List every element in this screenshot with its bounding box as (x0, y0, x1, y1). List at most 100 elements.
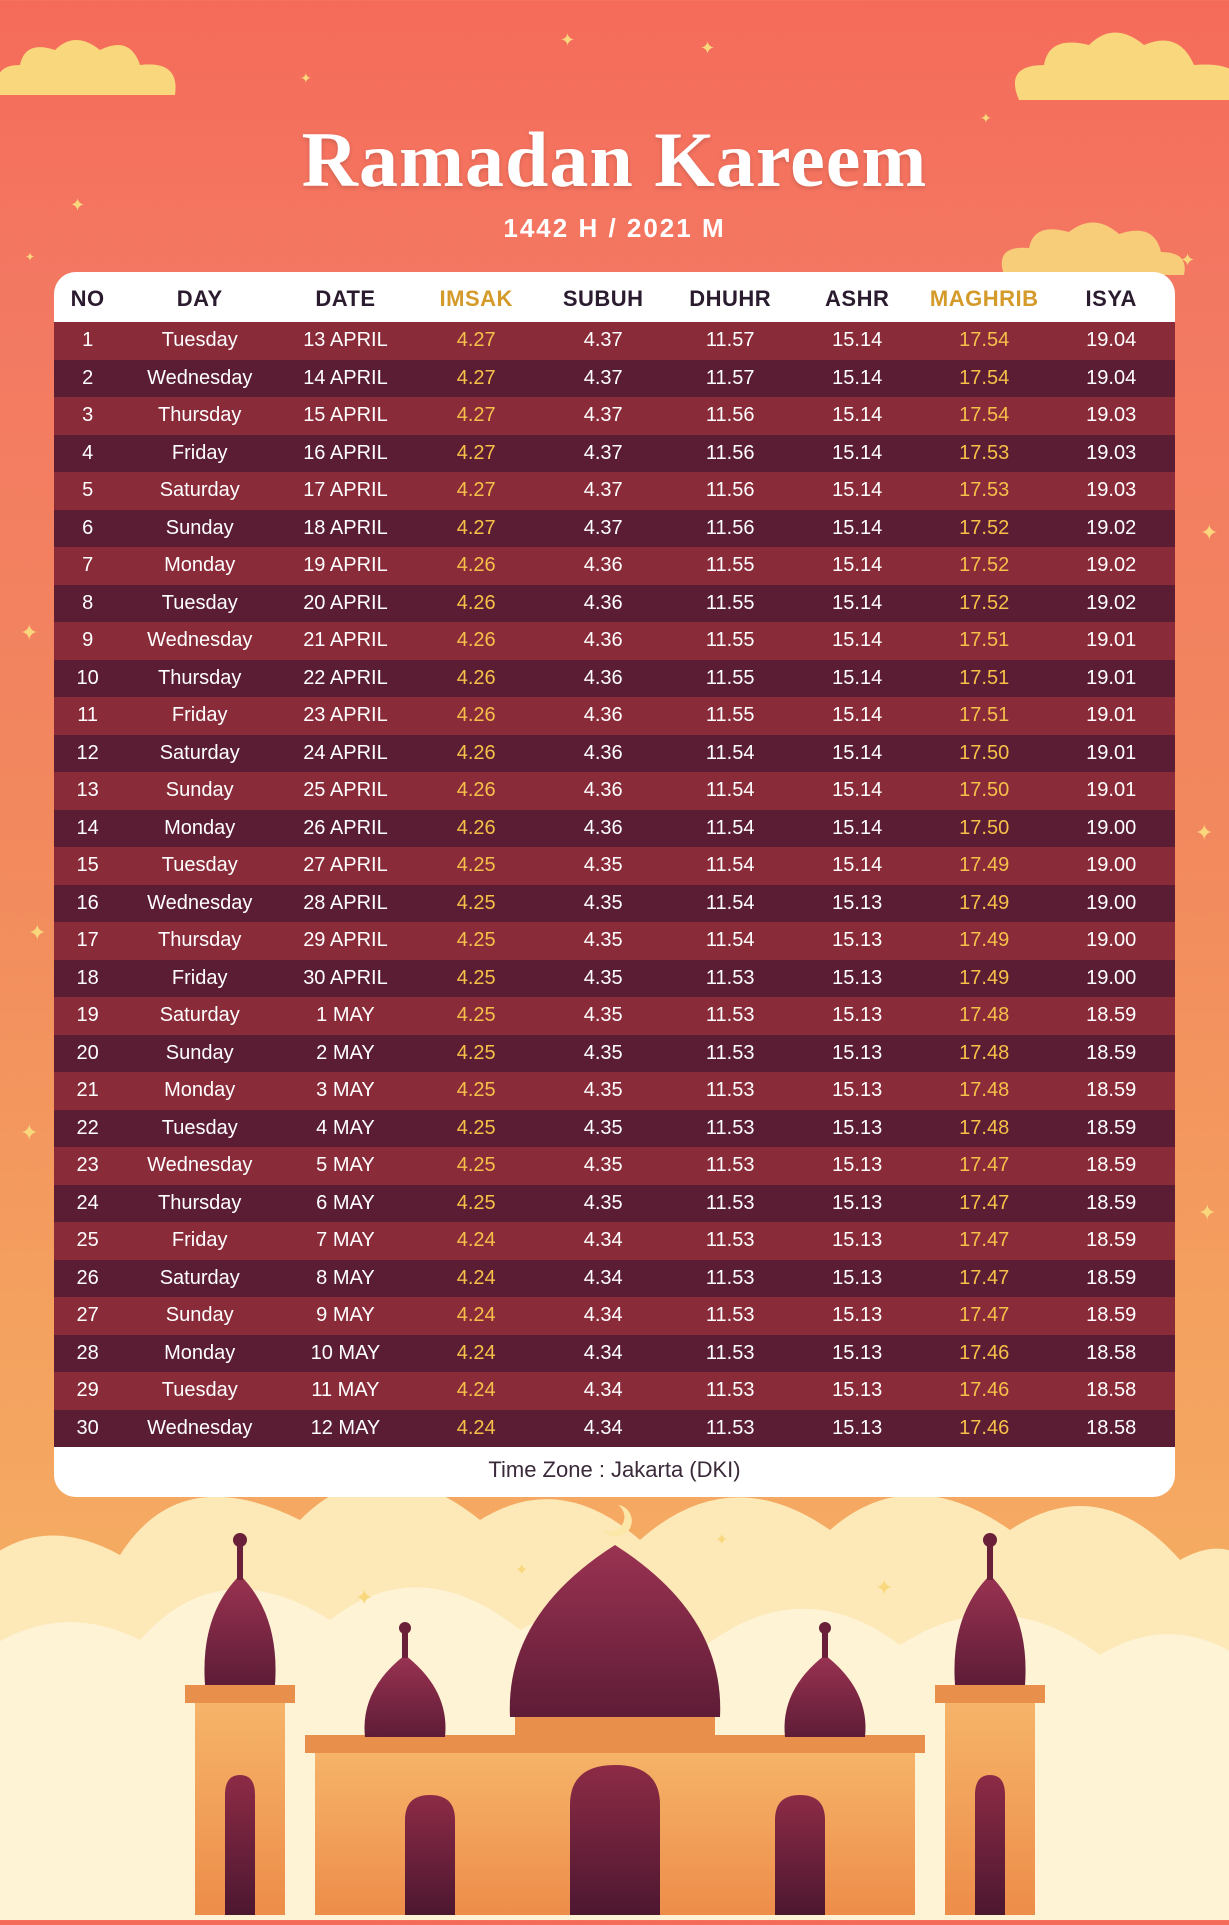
cell-no: 2 (54, 367, 121, 390)
cell-dhuhr: 11.53 (667, 1304, 794, 1327)
cell-subuh: 4.34 (540, 1304, 667, 1327)
cell-subuh: 4.35 (540, 1042, 667, 1065)
cell-maghrib: 17.52 (921, 517, 1048, 540)
cell-no: 16 (54, 892, 121, 915)
cell-day: Thursday (121, 1192, 278, 1215)
cell-no: 15 (54, 854, 121, 877)
cell-isya: 18.59 (1048, 1042, 1175, 1065)
cell-ashr: 15.13 (794, 1192, 921, 1215)
mosque-illustration: ✦ ✦ ✦ ✦ (155, 1485, 1075, 1920)
cell-dhuhr: 11.53 (667, 967, 794, 990)
cell-maghrib: 17.51 (921, 704, 1048, 727)
cell-maghrib: 17.49 (921, 892, 1048, 915)
cell-dhuhr: 11.56 (667, 404, 794, 427)
cell-subuh: 4.36 (540, 629, 667, 652)
cell-day: Wednesday (121, 367, 278, 390)
cell-dhuhr: 11.53 (667, 1154, 794, 1177)
cell-day: Tuesday (121, 1117, 278, 1140)
cell-dhuhr: 11.53 (667, 1192, 794, 1215)
cell-ashr: 15.13 (794, 1229, 921, 1252)
cell-imsak: 4.24 (413, 1342, 540, 1365)
cell-ashr: 15.14 (794, 854, 921, 877)
cell-ashr: 15.14 (794, 329, 921, 352)
cell-date: 17 APRIL (278, 479, 413, 502)
cell-maghrib: 17.49 (921, 854, 1048, 877)
cell-day: Friday (121, 1229, 278, 1252)
cell-dhuhr: 11.55 (667, 629, 794, 652)
cell-subuh: 4.34 (540, 1267, 667, 1290)
cell-day: Tuesday (121, 329, 278, 352)
cell-subuh: 4.35 (540, 929, 667, 952)
cell-dhuhr: 11.56 (667, 442, 794, 465)
cell-day: Sunday (121, 1304, 278, 1327)
cell-subuh: 4.37 (540, 442, 667, 465)
timezone-note: Time Zone : Jakarta (DKI) (54, 1447, 1175, 1497)
cell-imsak: 4.27 (413, 404, 540, 427)
cell-ashr: 15.13 (794, 1117, 921, 1140)
table-row: 19Saturday1 MAY4.254.3511.5315.1317.4818… (54, 997, 1175, 1035)
cell-imsak: 4.27 (413, 329, 540, 352)
cell-day: Friday (121, 442, 278, 465)
cell-day: Wednesday (121, 1154, 278, 1177)
cell-no: 12 (54, 742, 121, 765)
cell-maghrib: 17.47 (921, 1304, 1048, 1327)
cell-day: Wednesday (121, 892, 278, 915)
cell-no: 13 (54, 779, 121, 802)
cell-dhuhr: 11.53 (667, 1117, 794, 1140)
cell-ashr: 15.14 (794, 742, 921, 765)
cell-imsak: 4.26 (413, 742, 540, 765)
cell-no: 4 (54, 442, 121, 465)
cell-date: 6 MAY (278, 1192, 413, 1215)
cell-no: 29 (54, 1379, 121, 1402)
col-subuh: SUBUH (540, 286, 667, 312)
cell-dhuhr: 11.54 (667, 892, 794, 915)
page-title: Ramadan Kareem (0, 115, 1229, 205)
table-row: 10Thursday22 APRIL4.264.3611.5515.1417.5… (54, 660, 1175, 698)
cell-ashr: 15.14 (794, 629, 921, 652)
cell-subuh: 4.34 (540, 1379, 667, 1402)
cell-date: 7 MAY (278, 1229, 413, 1252)
cell-ashr: 15.13 (794, 1304, 921, 1327)
cell-dhuhr: 11.57 (667, 367, 794, 390)
cell-isya: 18.58 (1048, 1379, 1175, 1402)
cell-isya: 19.01 (1048, 667, 1175, 690)
cell-maghrib: 17.48 (921, 1079, 1048, 1102)
cell-no: 17 (54, 929, 121, 952)
cell-dhuhr: 11.54 (667, 817, 794, 840)
cell-date: 8 MAY (278, 1267, 413, 1290)
table-row: 16Wednesday28 APRIL4.254.3511.5415.1317.… (54, 885, 1175, 923)
cell-day: Tuesday (121, 854, 278, 877)
cell-isya: 18.59 (1048, 1229, 1175, 1252)
cell-imsak: 4.27 (413, 517, 540, 540)
cell-no: 25 (54, 1229, 121, 1252)
table-row: 5Saturday17 APRIL4.274.3711.5615.1417.53… (54, 472, 1175, 510)
cell-isya: 18.59 (1048, 1004, 1175, 1027)
cell-no: 22 (54, 1117, 121, 1140)
cell-no: 5 (54, 479, 121, 502)
cell-subuh: 4.36 (540, 817, 667, 840)
page-subtitle: 1442 H / 2021 M (0, 213, 1229, 244)
cell-isya: 19.00 (1048, 929, 1175, 952)
cell-dhuhr: 11.55 (667, 704, 794, 727)
svg-text:✦: ✦ (875, 1575, 893, 1600)
table-row: 27Sunday9 MAY4.244.3411.5315.1317.4718.5… (54, 1297, 1175, 1335)
cell-isya: 19.04 (1048, 329, 1175, 352)
col-no: NO (54, 286, 121, 312)
svg-text:✦: ✦ (515, 1562, 528, 1579)
cell-isya: 18.59 (1048, 1117, 1175, 1140)
header: Ramadan Kareem 1442 H / 2021 M (0, 0, 1229, 244)
cell-date: 13 APRIL (278, 329, 413, 352)
cell-day: Saturday (121, 1267, 278, 1290)
cell-date: 24 APRIL (278, 742, 413, 765)
table-row: 4Friday16 APRIL4.274.3711.5615.1417.5319… (54, 435, 1175, 473)
cell-no: 24 (54, 1192, 121, 1215)
cell-subuh: 4.37 (540, 479, 667, 502)
col-ashr: ASHR (794, 286, 921, 312)
cell-ashr: 15.14 (794, 704, 921, 727)
cell-no: 9 (54, 629, 121, 652)
cell-maghrib: 17.50 (921, 817, 1048, 840)
cell-imsak: 4.26 (413, 817, 540, 840)
cell-day: Saturday (121, 742, 278, 765)
cell-no: 8 (54, 592, 121, 615)
table-row: 3Thursday15 APRIL4.274.3711.5615.1417.54… (54, 397, 1175, 435)
